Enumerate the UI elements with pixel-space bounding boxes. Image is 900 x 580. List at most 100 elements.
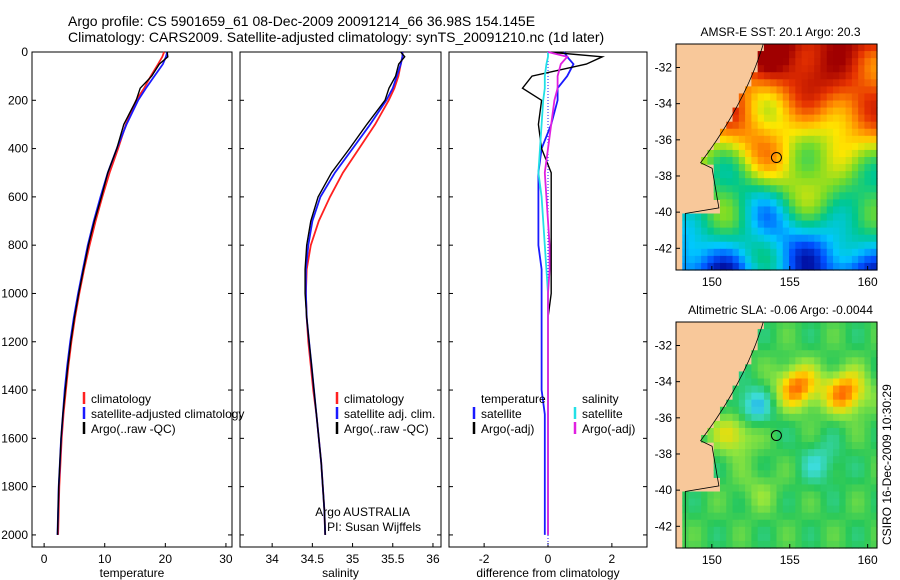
map-cell bbox=[814, 399, 822, 408]
map-cell bbox=[782, 420, 790, 429]
figure-title-line-2: Climatology: CARS2009. Satellite-adjuste… bbox=[68, 29, 605, 45]
map-cell bbox=[694, 234, 702, 243]
map-cell bbox=[770, 220, 778, 229]
map-cell bbox=[732, 128, 740, 137]
map-cell bbox=[782, 93, 790, 102]
map-cell bbox=[864, 107, 872, 116]
map-cell bbox=[870, 192, 878, 200]
map-cell bbox=[751, 526, 759, 535]
map-cell bbox=[833, 241, 840, 250]
map-cell bbox=[682, 248, 690, 257]
y-tick-label: 0 bbox=[21, 45, 28, 59]
map-cell bbox=[826, 371, 834, 380]
map-cell bbox=[719, 227, 727, 236]
map-cell bbox=[713, 164, 721, 172]
map-cell bbox=[845, 484, 853, 493]
map-cell bbox=[770, 121, 778, 130]
map-cell bbox=[795, 157, 803, 165]
map-cell bbox=[782, 413, 790, 422]
map-cell bbox=[782, 477, 790, 486]
map-cell bbox=[839, 93, 847, 102]
map-cell bbox=[763, 526, 771, 535]
map-cell bbox=[719, 206, 727, 215]
map-cell bbox=[713, 519, 721, 528]
map-cell bbox=[851, 378, 859, 387]
map-cell bbox=[870, 456, 878, 464]
map-cell bbox=[851, 51, 859, 59]
map-cell bbox=[732, 149, 740, 158]
map-cell bbox=[726, 540, 734, 549]
map-cell bbox=[851, 86, 859, 95]
map-cell bbox=[870, 234, 878, 243]
map-cell bbox=[789, 79, 796, 87]
map-cell bbox=[851, 519, 859, 528]
map-cell bbox=[719, 241, 727, 250]
map-cell bbox=[757, 512, 765, 521]
map-cell bbox=[763, 72, 771, 80]
map-cell bbox=[782, 86, 790, 95]
map-cell bbox=[807, 262, 815, 271]
map-cell bbox=[839, 171, 847, 179]
map-cell bbox=[845, 435, 853, 443]
map-cell bbox=[795, 185, 803, 193]
map-cell bbox=[858, 262, 866, 271]
map-cell bbox=[789, 343, 796, 351]
map-cell bbox=[763, 491, 771, 500]
map-cell bbox=[858, 51, 866, 59]
map-cell bbox=[738, 519, 746, 528]
map-cell bbox=[738, 442, 746, 450]
map-cell bbox=[864, 357, 872, 365]
map-cell bbox=[807, 477, 815, 486]
map-cell bbox=[801, 385, 809, 394]
map-cell bbox=[776, 357, 784, 365]
map-cell bbox=[757, 456, 765, 464]
map-cell bbox=[845, 51, 853, 59]
map-cell bbox=[707, 234, 715, 243]
map-cell bbox=[807, 329, 815, 337]
map-cell bbox=[719, 142, 727, 151]
map-cell bbox=[770, 498, 778, 507]
map-cell bbox=[701, 505, 709, 514]
map-cell bbox=[833, 357, 840, 365]
map-cell bbox=[833, 213, 840, 222]
map-cell bbox=[858, 185, 866, 193]
map-cell bbox=[782, 128, 790, 137]
y-tick-label: 1600 bbox=[1, 431, 28, 445]
map-cell bbox=[745, 157, 752, 165]
map-cell bbox=[738, 378, 746, 387]
map-cell bbox=[745, 533, 752, 542]
map-cell bbox=[745, 227, 752, 236]
map-cell bbox=[776, 192, 784, 200]
map-cell bbox=[732, 227, 740, 236]
map-cell bbox=[770, 435, 778, 443]
map-cell bbox=[701, 512, 709, 521]
map-cell bbox=[763, 364, 771, 373]
map-cell bbox=[763, 93, 771, 102]
map-cell bbox=[789, 336, 796, 344]
map-cell bbox=[745, 484, 752, 493]
map-cell bbox=[814, 329, 822, 337]
legend-label: Argo(-adj) bbox=[481, 422, 534, 436]
map-cell bbox=[738, 505, 746, 514]
map-cell bbox=[770, 241, 778, 250]
map-cell bbox=[789, 533, 796, 542]
map-cell bbox=[801, 206, 809, 215]
map-cell bbox=[726, 477, 734, 486]
map-cell bbox=[820, 498, 828, 507]
map-cell bbox=[795, 371, 803, 380]
map-cell bbox=[770, 227, 778, 236]
map-cell bbox=[763, 343, 771, 351]
map-cell bbox=[814, 406, 822, 415]
map-cell bbox=[782, 364, 790, 373]
map-cell bbox=[789, 420, 796, 429]
map-cell bbox=[864, 322, 872, 330]
map-cell bbox=[864, 533, 872, 542]
map-cell bbox=[864, 135, 872, 144]
map-cell bbox=[682, 234, 690, 243]
map-cell bbox=[814, 220, 822, 229]
y-tick-label: -40 bbox=[655, 483, 673, 497]
map-cell bbox=[870, 463, 878, 471]
map-cell bbox=[782, 164, 790, 172]
map-cell bbox=[707, 248, 715, 257]
map-cell bbox=[851, 463, 859, 471]
